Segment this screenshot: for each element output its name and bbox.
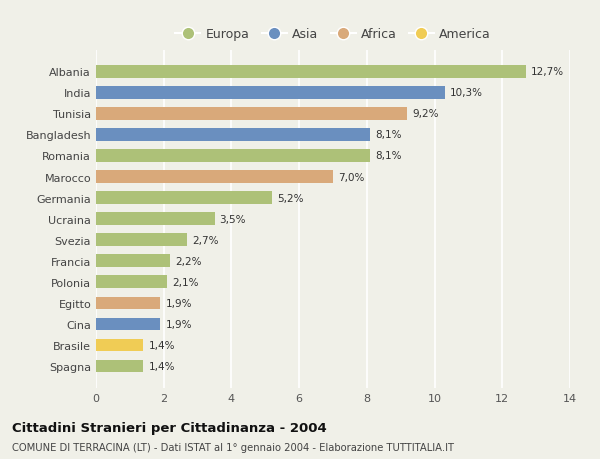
Text: 8,1%: 8,1% [376,151,402,161]
Text: COMUNE DI TERRACINA (LT) - Dati ISTAT al 1° gennaio 2004 - Elaborazione TUTTITAL: COMUNE DI TERRACINA (LT) - Dati ISTAT al… [12,442,454,452]
Legend: Europa, Asia, Africa, America: Europa, Asia, Africa, America [170,23,496,46]
Bar [96,150,370,162]
Text: 7,0%: 7,0% [338,172,364,182]
Text: Cittadini Stranieri per Cittadinanza - 2004: Cittadini Stranieri per Cittadinanza - 2… [12,421,327,434]
Text: 1,4%: 1,4% [148,340,175,350]
Bar [96,108,407,120]
Bar [96,318,160,330]
Bar [96,234,187,246]
Bar [96,129,370,141]
Text: 1,9%: 1,9% [166,319,192,329]
Bar [96,192,272,204]
Text: 8,1%: 8,1% [376,130,402,140]
Bar [96,66,526,78]
Text: 3,5%: 3,5% [220,214,246,224]
Text: 5,2%: 5,2% [277,193,304,203]
Bar [96,87,445,100]
Text: 9,2%: 9,2% [413,109,439,119]
Text: 1,4%: 1,4% [148,361,175,371]
Bar [96,360,143,373]
Text: 2,7%: 2,7% [193,235,219,245]
Bar [96,297,160,309]
Text: 1,9%: 1,9% [166,298,192,308]
Bar [96,255,170,268]
Bar [96,213,215,225]
Text: 12,7%: 12,7% [531,67,564,77]
Bar [96,339,143,352]
Text: 2,2%: 2,2% [176,256,202,266]
Text: 10,3%: 10,3% [450,88,483,98]
Bar [96,276,167,289]
Bar [96,171,333,184]
Text: 2,1%: 2,1% [172,277,199,287]
